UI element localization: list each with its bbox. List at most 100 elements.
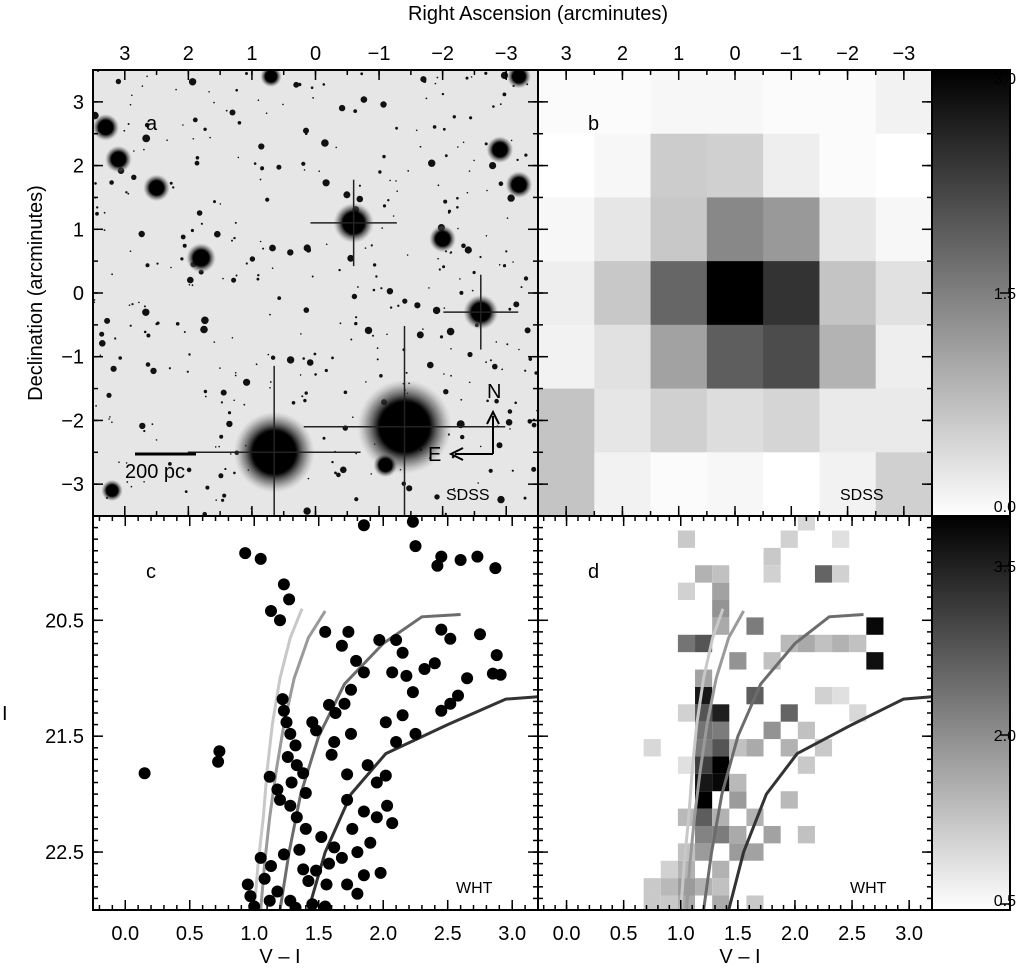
faint-star <box>508 307 512 311</box>
faint-star <box>307 477 310 480</box>
faint-star <box>524 327 531 334</box>
faint-star <box>218 445 220 448</box>
faint-star <box>118 356 122 360</box>
hess-cell <box>780 739 798 757</box>
faint-star <box>144 122 150 128</box>
faint-star <box>114 337 117 340</box>
faint-star <box>389 179 391 182</box>
faint-star <box>180 234 186 240</box>
star-point <box>444 697 457 710</box>
faint-star <box>462 141 465 144</box>
faint-star <box>230 453 232 455</box>
faint-star <box>151 423 154 426</box>
star-point <box>342 625 355 638</box>
hess-cell <box>695 756 713 774</box>
faint-star <box>175 88 177 91</box>
faint-star <box>253 162 257 165</box>
faint-star <box>168 462 172 466</box>
faint-star <box>427 361 434 369</box>
faint-star <box>395 180 397 182</box>
tick-label: 2 <box>617 43 628 65</box>
faint-star <box>505 419 513 426</box>
tick-label: −2 <box>836 43 859 65</box>
density-cell <box>763 70 820 135</box>
star-point <box>271 783 284 796</box>
faint-star <box>511 469 514 472</box>
faint-star <box>502 92 507 97</box>
faint-star <box>208 91 210 93</box>
bright-star-core <box>435 231 450 247</box>
faint-star <box>229 109 236 116</box>
faint-star <box>354 497 359 502</box>
faint-star <box>395 126 398 130</box>
star-point <box>274 793 286 806</box>
faint-star <box>512 261 514 263</box>
faint-star <box>300 333 302 335</box>
faint-star <box>492 105 495 108</box>
hess-cell <box>746 843 764 861</box>
faint-star <box>222 277 224 280</box>
faint-star <box>133 150 135 152</box>
faint-star <box>269 381 272 383</box>
faint-star <box>485 235 488 237</box>
faint-star <box>203 389 208 394</box>
faint-star <box>360 96 368 103</box>
faint-star <box>472 270 476 275</box>
hess-cell <box>780 634 798 653</box>
faint-star <box>222 493 227 498</box>
faint-star <box>219 367 221 369</box>
star-point <box>379 769 392 782</box>
faint-star <box>243 378 251 386</box>
star-point <box>263 770 276 783</box>
colorbar-tick-label: 0.5 <box>994 893 1016 910</box>
star-point <box>290 759 303 772</box>
density-cell <box>819 452 877 516</box>
density-cell <box>819 197 877 262</box>
faint-star <box>443 307 446 309</box>
panel-a-source-label: SDSS <box>446 487 490 504</box>
hess-cell <box>849 634 867 653</box>
density-cell <box>706 452 764 516</box>
panel-a-letter: a <box>146 113 158 135</box>
faint-star <box>460 398 463 401</box>
tick-label: 2 <box>183 43 194 65</box>
faint-star <box>464 246 472 254</box>
hess-cell <box>677 530 696 548</box>
star-point <box>265 605 277 617</box>
faint-star <box>322 436 326 440</box>
density-cell <box>594 261 652 326</box>
faint-star <box>129 103 132 106</box>
faint-star <box>99 340 106 347</box>
faint-star <box>479 445 482 448</box>
top-axis-title: Right Ascension (arcminutes) <box>408 3 668 25</box>
star-point <box>271 885 284 898</box>
faint-star <box>243 403 246 406</box>
colorbar-tick-label: 3.0 <box>994 71 1016 88</box>
hess-cell <box>797 634 815 653</box>
colorbar-bottom-gradient <box>932 516 1010 910</box>
bright-star <box>373 452 398 478</box>
faint-star <box>313 352 317 356</box>
bright-star <box>486 136 514 164</box>
faint-star <box>299 374 302 376</box>
faint-star <box>231 277 237 283</box>
tick-label: 2.0 <box>369 923 397 945</box>
density-cell <box>650 197 708 262</box>
bright-star <box>303 326 506 516</box>
faint-star <box>325 243 328 246</box>
faint-star <box>402 298 408 304</box>
star-point <box>212 755 225 768</box>
hess-cell <box>660 878 678 896</box>
faint-star <box>213 200 216 204</box>
tick-label: 1 <box>673 43 684 65</box>
faint-star <box>293 81 300 88</box>
faint-star <box>99 354 102 357</box>
star-point <box>489 562 502 575</box>
faint-star <box>191 284 194 287</box>
faint-star <box>143 429 146 433</box>
star-point <box>379 716 392 729</box>
faint-star <box>350 338 353 341</box>
faint-star <box>439 335 444 339</box>
panel-d-isochrones <box>679 608 932 910</box>
